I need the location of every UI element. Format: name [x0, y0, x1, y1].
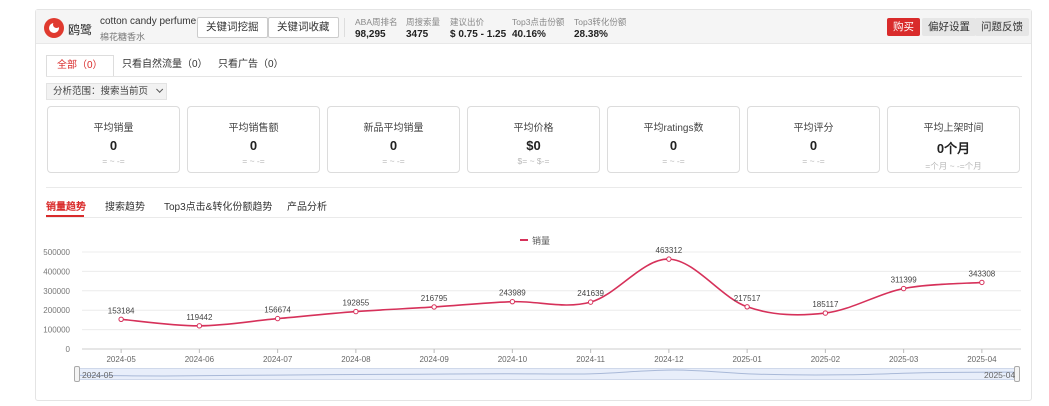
data-point [509, 298, 516, 305]
data-point [118, 316, 124, 322]
keyword-text: cotton candy perfume [100, 16, 197, 27]
x-tick-label: 2024-10 [498, 355, 528, 364]
slider-end-handle[interactable] [1014, 366, 1020, 382]
metric-card-avg-ratings: 平均ratings数 0 = ~ -= [607, 106, 740, 173]
cards-divider [46, 187, 1022, 188]
zoom-slider[interactable] [76, 368, 1018, 380]
stat-weekly-search: 周搜索量 3475 [406, 17, 441, 40]
x-tick-label: 2025-02 [811, 355, 841, 364]
legend-label[interactable]: 销量 [532, 236, 551, 246]
y-tick-label: 300000 [43, 287, 70, 296]
x-tick-label: 2024-12 [654, 355, 684, 364]
tab-ads-only[interactable]: 只看广告（0） [218, 59, 284, 70]
data-label: 243989 [499, 289, 526, 298]
x-tick-label: 2025-03 [889, 355, 919, 364]
stat-top3-click-share: Top3点击份额 40.16% [512, 17, 565, 40]
x-tick-label: 2025-01 [732, 355, 762, 364]
tab-search-trend[interactable]: 搜索趋势 [105, 202, 145, 213]
metric-card-avg-price: 平均价格 $0 $= ~ $-= [467, 106, 600, 173]
metric-card-new-avg-sales: 新品平均销量 0 = ~ -= [327, 106, 460, 173]
data-label: 216795 [421, 294, 448, 303]
y-tick-label: 400000 [43, 267, 70, 276]
keyword-translation: 棉花糖香水 [100, 32, 146, 42]
y-tick-label: 0 [66, 345, 71, 354]
data-point [353, 308, 359, 315]
data-point [666, 256, 672, 262]
sales-trend-chart: 0 100000 200000 300000 400000 500000 2024-05 20… [43, 246, 1021, 364]
data-point [274, 315, 281, 322]
y-tick-label: 500000 [43, 248, 70, 257]
metric-card-avg-sales: 平均销量 0 = ~ -= [47, 106, 180, 173]
analysis-scope-label: 分析范围：搜索当前页 [53, 86, 149, 97]
y-tick-label: 200000 [43, 306, 70, 315]
brand-logo-icon [44, 18, 64, 38]
legend-swatch [520, 239, 528, 241]
header-bar: 鸥鹭 cotton candy perfume 棉花糖香水 关键词挖掘 关键词收… [36, 10, 1031, 44]
data-label: 343308 [969, 269, 996, 278]
stat-aba-rank: ABA周排名 98,295 [355, 17, 398, 40]
keyword-analysis-panel: 鸥鹭 cotton candy perfume 棉花糖香水 关键词挖掘 关键词收… [35, 9, 1032, 401]
stat-suggested-bid: 建议出价 $ 0.75 - 1.25 [450, 17, 507, 40]
data-label: 119442 [186, 313, 213, 322]
feedback-button[interactable]: 问题反馈 [975, 18, 1029, 36]
tab-product-analysis[interactable]: 产品分析 [287, 202, 327, 213]
data-point [822, 310, 829, 316]
x-tick-label: 2024-08 [341, 355, 371, 364]
keyword-mining-button[interactable]: 关键词挖掘 [197, 17, 268, 38]
x-tick-label: 2024-05 [106, 355, 136, 364]
metric-card-avg-listing-age: 平均上架时间 0个月 =个月 ~ -=个月 [887, 106, 1020, 173]
slider-preview-line [78, 369, 1016, 377]
series-line-sales [121, 258, 982, 327]
data-label: 185117 [812, 300, 839, 309]
y-tick-label: 100000 [43, 326, 70, 335]
data-label: 153184 [108, 306, 135, 315]
tab-sales-trend[interactable]: 销量趋势 [46, 202, 86, 213]
active-tab-indicator [46, 215, 84, 217]
header-divider [344, 18, 345, 37]
data-point [587, 299, 594, 305]
data-point [196, 323, 203, 329]
keyword-favorites-button[interactable]: 关键词收藏 [268, 17, 339, 38]
slider-end-label: 2025-04 [984, 370, 1016, 380]
chart-tabs-divider [46, 217, 1022, 218]
x-tick-label: 2024-11 [576, 355, 605, 364]
tab-organic-only[interactable]: 只看自然流量（0） [122, 59, 208, 70]
buy-button[interactable]: 购买 [887, 18, 920, 36]
metric-card-avg-rating: 平均评分 0 = ~ -= [747, 106, 880, 173]
x-tick-label: 2024-06 [185, 355, 215, 364]
brand-name: 鸥鹭 [68, 23, 93, 37]
data-point [900, 285, 907, 292]
data-label: 156674 [264, 306, 291, 315]
data-point [744, 304, 750, 310]
slider-start-label: 2024-05 [82, 370, 114, 380]
data-label: 241639 [577, 289, 604, 298]
data-label: 217517 [734, 294, 761, 303]
data-point [979, 279, 985, 286]
slider-preview [78, 369, 1016, 377]
x-tick-label: 2024-09 [419, 355, 449, 364]
x-tick-label: 2025-04 [967, 355, 997, 364]
data-label: 311399 [891, 276, 918, 285]
preferences-button[interactable]: 偏好设置 [922, 18, 976, 36]
slider-start-handle[interactable] [74, 366, 80, 382]
tab-top3-share-trend[interactable]: Top3点击&转化份额趋势 [164, 202, 273, 213]
filter-tabs-divider [46, 76, 1022, 77]
metric-card-avg-revenue: 平均销售额 0 = ~ -= [187, 106, 320, 173]
stat-top3-conversion-share: Top3转化份额 28.38% [574, 17, 627, 40]
x-tick-label: 2024-07 [263, 355, 293, 364]
data-label: 463312 [656, 246, 683, 255]
analysis-scope-dropdown[interactable]: 分析范围：搜索当前页 [46, 83, 167, 100]
data-point [431, 304, 437, 310]
data-label: 192855 [343, 299, 370, 308]
